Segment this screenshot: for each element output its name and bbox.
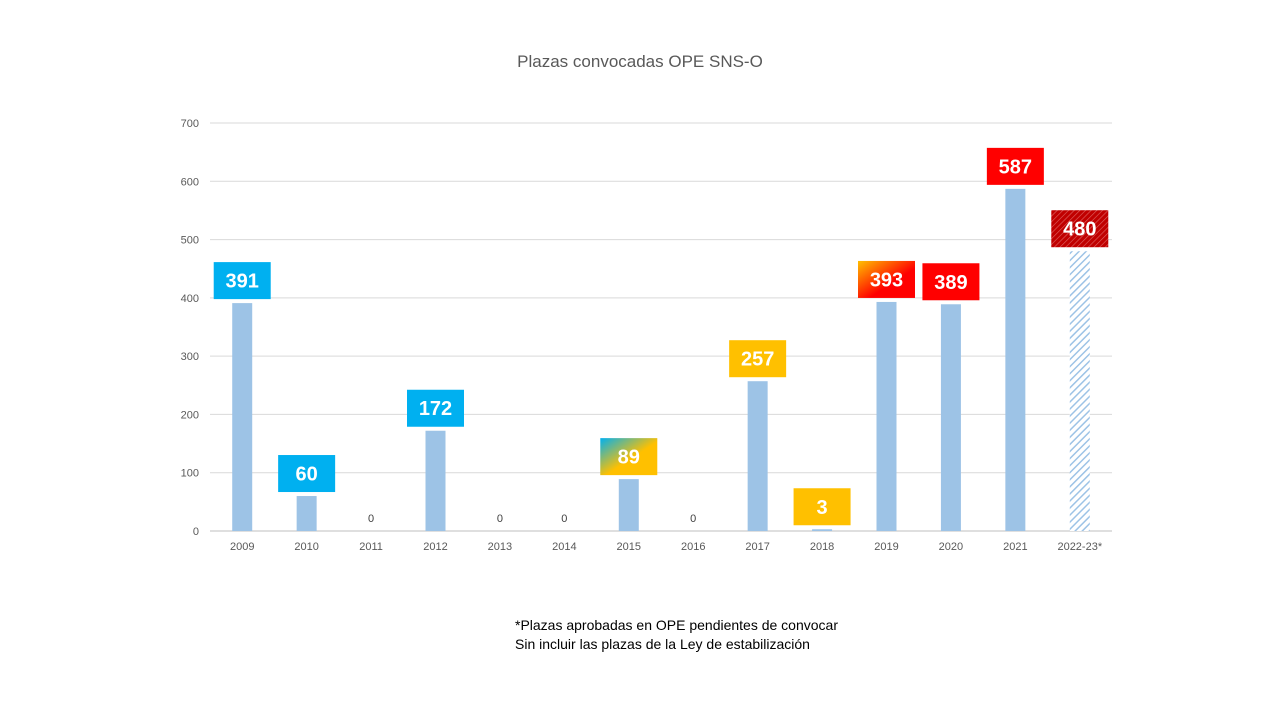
data-label-box-2021: [986, 147, 1044, 185]
x-tick-label-2022-23*: 2022-23*: [1057, 541, 1102, 553]
data-label-box-2012: [407, 389, 464, 427]
x-tick-label-2020: 2020: [939, 541, 963, 553]
bar-2017: [747, 381, 768, 531]
gridlines: [210, 122, 1112, 532]
data-label-box-2019: [858, 260, 915, 298]
bar-2015: [618, 479, 639, 531]
data-label-2022-23*: 480: [1063, 219, 1096, 241]
data-label-2010: 60: [296, 464, 318, 486]
data-label-2018: 3: [817, 497, 828, 519]
data-label-box-2010: [278, 455, 336, 493]
bar-2012: [425, 430, 446, 531]
bar-2010: [296, 496, 317, 531]
y-tick-label: 300: [181, 351, 199, 363]
data-label-box-2020: [922, 263, 980, 301]
footnote: *Plazas aprobadas en OPE pendientes de c…: [515, 616, 838, 654]
data-label-2014: 0: [561, 513, 567, 525]
x-tick-label-2019: 2019: [874, 541, 898, 553]
bar-2021: [1005, 188, 1026, 531]
data-label-2021: 587: [999, 156, 1032, 178]
x-tick-label-2014: 2014: [552, 541, 576, 553]
data-label-box-2022-23*: [1051, 210, 1109, 248]
x-tick-label-2009: 2009: [230, 541, 254, 553]
y-tick-label: 100: [181, 468, 199, 480]
data-label-2009: 391: [226, 271, 259, 293]
x-tick-label-2012: 2012: [423, 541, 447, 553]
y-tick-label: 500: [181, 235, 199, 247]
y-tick-label: 700: [181, 118, 199, 130]
bar-2019: [876, 301, 897, 531]
footnote-line-2: Sin incluir las plazas de la Ley de esta…: [515, 636, 810, 652]
x-tick-label-2018: 2018: [810, 541, 834, 553]
data-label-2013: 0: [497, 513, 503, 525]
data-label-box-2009: [213, 262, 271, 300]
data-label-2019: 393: [870, 269, 903, 291]
data-label-box-2015: [600, 438, 658, 476]
x-axis: 2009 2010 2011 2012 2013 2014 2015 2016 2017 2018…: [230, 541, 1103, 553]
x-tick-label-2010: 2010: [294, 541, 318, 553]
bar-2018: [812, 529, 833, 531]
x-tick-label-2011: 2011: [359, 541, 383, 553]
data-label-2011: 0: [368, 513, 374, 525]
data-label-box-2018: [793, 488, 851, 526]
x-tick-label-2015: 2015: [617, 541, 641, 553]
x-tick-label-2017: 2017: [745, 541, 769, 553]
y-axis: 0 100 200 300 400 500 600 700: [181, 118, 199, 538]
bar-2020: [940, 304, 961, 531]
bars: [232, 188, 1090, 531]
data-label-2016: 0: [690, 513, 696, 525]
x-tick-label-2021: 2021: [1003, 541, 1027, 553]
y-tick-label: 600: [181, 176, 199, 188]
chart-title: Plazas convocadas OPE SNS-O: [517, 52, 763, 71]
data-label-2015: 89: [618, 447, 640, 469]
data-labels: 391 60 0 172 0 0 89 0 257 3 393 389 587 480: [213, 147, 1109, 526]
footnote-line-1: *Plazas aprobadas en OPE pendientes de c…: [515, 617, 838, 633]
bar-2009: [232, 303, 253, 531]
x-tick-label-2016: 2016: [681, 541, 705, 553]
y-tick-label: 0: [193, 526, 199, 538]
data-label-2017: 257: [741, 349, 774, 371]
y-tick-label: 200: [181, 409, 199, 421]
data-label-box-2017: [729, 340, 787, 378]
bar-2022-23*: [1069, 251, 1090, 531]
data-label-2020: 389: [934, 272, 967, 294]
data-label-2012: 172: [419, 398, 452, 420]
x-tick-label-2013: 2013: [488, 541, 512, 553]
y-tick-label: 400: [181, 293, 199, 305]
